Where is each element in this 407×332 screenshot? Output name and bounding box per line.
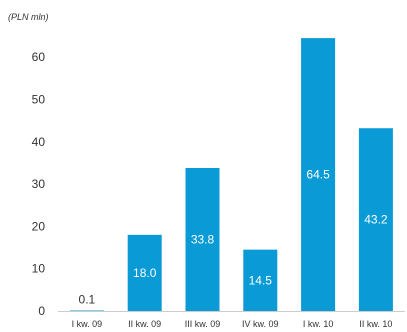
- y-tick-label: 50: [32, 92, 46, 106]
- x-tick-label: I kw. 09: [72, 319, 103, 329]
- data-label: 0.1: [79, 293, 96, 307]
- y-tick-label: 0: [38, 304, 45, 318]
- y-tick-label: 30: [32, 177, 46, 191]
- x-tick-label: III kw. 09: [185, 319, 221, 329]
- data-label: 43.2: [364, 213, 388, 227]
- bar: [185, 168, 220, 311]
- x-axis: I kw. 09 II kw. 09 III kw. 09 IV kw. 09 I kw…: [58, 311, 405, 329]
- data-label: 14.5: [249, 273, 273, 287]
- bar: [243, 249, 278, 311]
- bar: [69, 310, 104, 311]
- y-tick-label: 10: [32, 262, 46, 276]
- data-label: 33.8: [191, 233, 215, 247]
- bars: 0.1 18.0 33.8 14.5 64.5 43.2: [69, 38, 393, 311]
- bar: [301, 38, 336, 311]
- bar: [127, 234, 162, 311]
- y-tick-label: 40: [32, 135, 46, 149]
- y-tick-label: 20: [32, 219, 46, 233]
- x-tick-label: IV kw. 09: [242, 319, 279, 329]
- unit-label: (PLN mln): [8, 12, 49, 22]
- x-tick-label: II kw. 09: [128, 319, 161, 329]
- bar: [358, 128, 393, 311]
- data-label: 64.5: [306, 168, 330, 182]
- x-tick-label: I kw. 10: [303, 319, 334, 329]
- data-label: 18.0: [133, 266, 157, 280]
- y-tick-label: 60: [32, 50, 46, 64]
- y-axis: 0 10 20 30 40 50 60: [32, 50, 46, 318]
- x-tick-label: II kw. 10: [359, 319, 392, 329]
